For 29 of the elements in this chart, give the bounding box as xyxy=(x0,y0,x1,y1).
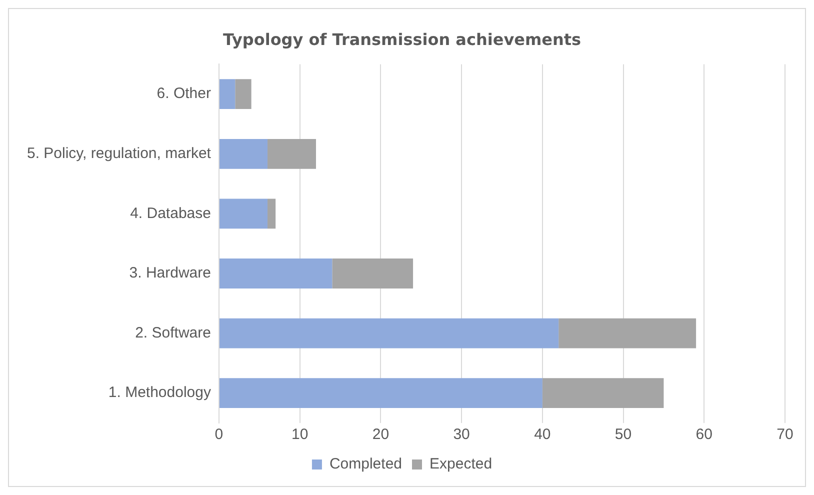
bar xyxy=(219,258,332,288)
legend-label: Completed xyxy=(329,456,402,473)
legend-label: Expected xyxy=(430,456,492,473)
bar xyxy=(219,79,236,110)
bar xyxy=(332,258,414,288)
y-tick-label: 1. Methodology xyxy=(108,384,212,402)
y-tick-label: 4. Database xyxy=(130,204,211,222)
bar xyxy=(219,378,542,408)
bar xyxy=(219,198,268,229)
bar xyxy=(235,79,252,110)
bar xyxy=(267,198,276,229)
chart-title: Typology of Transmission achievements xyxy=(222,30,582,49)
bar xyxy=(219,318,559,348)
x-tick-label: 0 xyxy=(214,426,224,444)
x-tick-label: 60 xyxy=(696,426,712,444)
x-tick-label: 40 xyxy=(534,426,551,444)
x-tick-label: 20 xyxy=(372,426,390,444)
y-tick-label: 5. Policy, regulation, market xyxy=(26,145,212,162)
bar xyxy=(558,318,696,348)
y-tick-label: 2. Software xyxy=(135,324,211,342)
x-tick-label: 10 xyxy=(291,426,308,444)
bar xyxy=(219,138,268,169)
bar xyxy=(267,138,316,169)
bar xyxy=(542,378,664,408)
x-tick-label: 70 xyxy=(776,426,794,444)
x-tick-label: 50 xyxy=(614,426,632,444)
y-tick-label: 6. Other xyxy=(156,85,211,102)
y-tick-label: 3. Hardware xyxy=(129,264,211,282)
x-tick-label: 30 xyxy=(453,426,470,444)
